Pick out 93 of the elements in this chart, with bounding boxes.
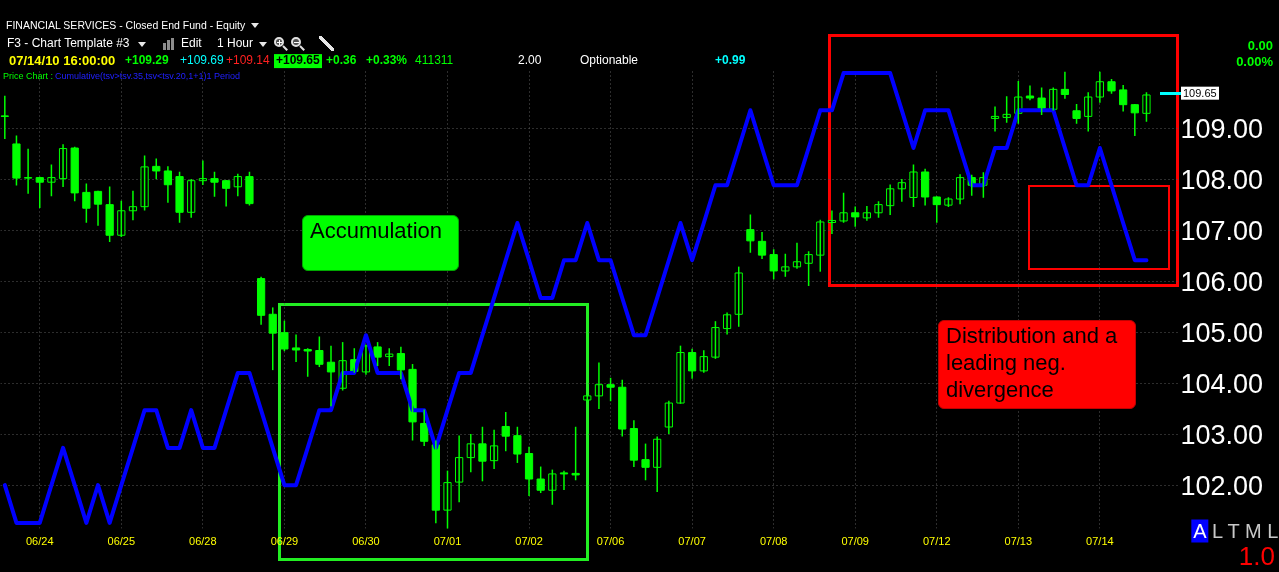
annotation: Price Chart : bbox=[3, 70, 54, 82]
x-tick-label: 07/09 bbox=[841, 534, 869, 547]
candlestick bbox=[140, 155, 149, 211]
candlestick bbox=[12, 135, 21, 186]
y-tick-label: 102.00 bbox=[1180, 470, 1264, 501]
candlestick bbox=[513, 426, 522, 463]
candlestick bbox=[816, 219, 825, 272]
candlestick bbox=[839, 192, 848, 223]
candlestick bbox=[478, 426, 487, 482]
text: 0.00% bbox=[1236, 53, 1273, 70]
text: Edit bbox=[181, 36, 202, 51]
text: Optionable bbox=[580, 53, 639, 68]
candlestick bbox=[606, 377, 615, 402]
candlestick bbox=[303, 348, 312, 377]
x-tick-label: 06/24 bbox=[26, 534, 54, 547]
text: +109.29 bbox=[125, 53, 169, 68]
candlestick bbox=[47, 164, 56, 197]
y-tick-label: 108.00 bbox=[1180, 164, 1264, 195]
candlestick bbox=[245, 171, 254, 206]
candlestick bbox=[1049, 87, 1058, 111]
text: +0.36 bbox=[326, 53, 357, 68]
candlestick bbox=[105, 186, 114, 243]
text: +0.33% bbox=[366, 53, 408, 68]
candlestick bbox=[1142, 92, 1151, 122]
candlestick bbox=[443, 470, 452, 529]
candlestick bbox=[117, 200, 126, 238]
candlestick bbox=[548, 469, 557, 505]
candlestick bbox=[571, 426, 580, 481]
annotation: Distribution and a leading neg. divergence bbox=[938, 320, 1136, 409]
text: +109.14 bbox=[226, 53, 270, 68]
text: 07/14/10 16:00:00 bbox=[9, 52, 116, 69]
candlestick bbox=[909, 164, 918, 207]
candlestick bbox=[291, 334, 301, 362]
candlestick bbox=[781, 253, 790, 277]
x-tick-label: 07/06 bbox=[596, 534, 625, 547]
x-tick-label: 07/01 bbox=[433, 534, 462, 547]
candlestick bbox=[385, 348, 394, 367]
text: 0.00 bbox=[1247, 37, 1273, 54]
candlestick bbox=[0, 95, 9, 140]
x-tick-label: 07/13 bbox=[1004, 534, 1033, 547]
candlestick bbox=[804, 251, 813, 286]
annotation: Cumulative(tsv>tsv.35,tsv<tsv.20,1+1)1 Period bbox=[55, 70, 241, 82]
y-tick-label: 103.00 bbox=[1180, 419, 1264, 450]
candlestick bbox=[1037, 87, 1046, 116]
text: L T M L bbox=[1212, 519, 1279, 543]
chart-title: FINANCIAL SERVICES - Closed End Fund - Equity bbox=[6, 18, 246, 32]
y-tick-label: 109.00 bbox=[1180, 113, 1264, 144]
y-tick-label: 107.00 bbox=[1180, 215, 1264, 246]
x-tick-label: 07/08 bbox=[759, 534, 788, 547]
candlestick bbox=[82, 183, 91, 223]
candlestick bbox=[711, 321, 720, 359]
x-tick-label: 07/12 bbox=[923, 534, 951, 547]
candlestick bbox=[268, 307, 277, 371]
text: +109.69 bbox=[180, 53, 224, 68]
text: 1.0 bbox=[1238, 541, 1275, 572]
text: 1 Hour bbox=[217, 36, 254, 51]
candlestick bbox=[641, 443, 650, 481]
text: A bbox=[1191, 519, 1209, 543]
x-tick-label: 07/02 bbox=[515, 534, 543, 547]
x-tick-label: 06/30 bbox=[352, 534, 380, 547]
x-tick-label: 07/07 bbox=[678, 534, 706, 547]
candlestick bbox=[280, 320, 289, 352]
candlestick bbox=[315, 336, 324, 368]
x-tick-label: 07/14 bbox=[1086, 534, 1114, 547]
text: +109.65 bbox=[274, 53, 322, 68]
candlestick bbox=[769, 249, 778, 280]
candlestick bbox=[746, 214, 755, 253]
candlestick bbox=[1072, 103, 1081, 124]
candlestick bbox=[734, 266, 743, 327]
candlestick bbox=[1025, 85, 1035, 101]
text: 109.65 bbox=[1181, 86, 1219, 100]
x-tick-label: 06/28 bbox=[189, 534, 217, 547]
text: F3 - Chart Template #3 bbox=[7, 36, 130, 51]
candlestick bbox=[210, 171, 219, 197]
text: 2.00 bbox=[518, 53, 542, 68]
candlestick bbox=[373, 342, 382, 367]
line-series bbox=[2, 71, 1149, 525]
x-tick-label: 06/25 bbox=[107, 534, 136, 547]
candlestick bbox=[24, 148, 33, 194]
candlestick bbox=[175, 171, 184, 223]
annotation: Accumulation bbox=[302, 215, 459, 271]
y-tick-label: 105.00 bbox=[1180, 317, 1264, 348]
y-tick-label: 104.00 bbox=[1180, 368, 1264, 399]
candlestick bbox=[676, 345, 685, 404]
candlestick bbox=[70, 146, 79, 202]
text: +0.99 bbox=[715, 53, 746, 68]
candlestick bbox=[536, 466, 545, 494]
y-tick-label: 106.00 bbox=[1180, 266, 1264, 297]
text: 411311 bbox=[415, 53, 454, 68]
candlestick bbox=[1002, 96, 1011, 123]
candlestick bbox=[152, 158, 161, 180]
candlestick bbox=[559, 470, 569, 490]
candlestick bbox=[501, 411, 510, 452]
